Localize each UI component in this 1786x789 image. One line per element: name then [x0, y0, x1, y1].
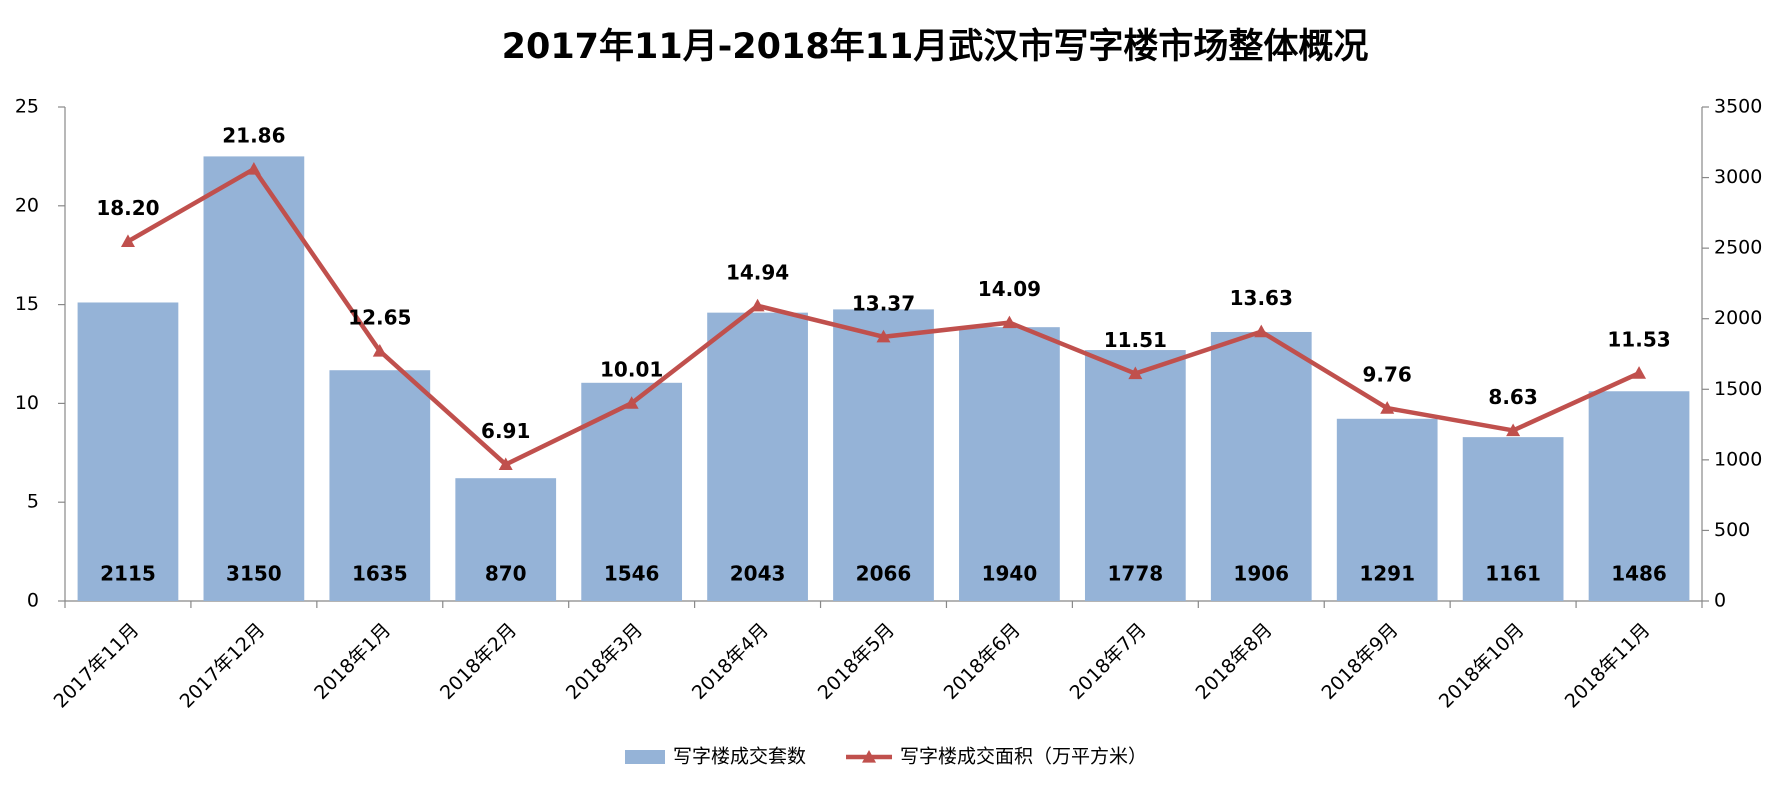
bar: [833, 309, 934, 601]
bar: [1462, 437, 1564, 601]
x-tick-label: 2018年8月: [1192, 619, 1277, 704]
x-tick-label: 2018年11月: [1561, 619, 1655, 713]
x-tick-label: 2018年1月: [310, 619, 395, 704]
bar: [1336, 418, 1438, 601]
bar-label: 2115: [100, 562, 156, 586]
x-tick-label: 2018年9月: [1317, 619, 1402, 704]
x-tick-label: 2018年10月: [1435, 619, 1529, 713]
line-marker: [876, 329, 891, 343]
bar-label: 1291: [1359, 562, 1415, 586]
line-marker: [750, 298, 765, 312]
bar-label: 1906: [1233, 562, 1289, 586]
y2-tick-label: 3500: [1714, 96, 1762, 118]
y2-tick-label: 3000: [1714, 166, 1762, 188]
bar: [959, 327, 1060, 601]
line-marker: [1002, 315, 1017, 329]
chart-title: 2017年11月-2018年11月武汉市写字楼市场整体概况: [502, 27, 1369, 67]
y2-tick-label: 0: [1714, 590, 1726, 612]
line-label: 6.91: [481, 419, 530, 443]
line-label: 9.76: [1363, 363, 1412, 387]
y-tick-label: 25: [15, 96, 39, 118]
line-marker: [498, 457, 513, 471]
bar-label: 1940: [982, 562, 1038, 586]
y2-tick-label: 1500: [1714, 378, 1762, 400]
line-label: 11.53: [1607, 328, 1670, 352]
line-marker: [624, 396, 639, 409]
line-label: 14.09: [978, 277, 1041, 301]
x-tick-label: 2018年6月: [940, 619, 1025, 704]
line-marker: [372, 344, 387, 357]
line-marker: [120, 234, 135, 247]
line-label: 11.51: [1104, 328, 1167, 352]
bar-label: 1778: [1108, 562, 1164, 586]
x-tick-label: 2017年12月: [176, 619, 270, 713]
y-tick-label: 15: [15, 293, 39, 315]
line-marker: [1254, 324, 1269, 338]
legend-swatch: [625, 750, 665, 764]
x-tick-label: 2018年4月: [688, 619, 773, 704]
y2-tick-label: 2000: [1714, 307, 1762, 329]
bar-label: 2066: [856, 562, 912, 586]
bar-label: 1635: [352, 562, 408, 586]
line-marker: [246, 162, 261, 175]
line-marker: [1128, 366, 1143, 380]
x-tick-label: 2018年2月: [436, 619, 521, 704]
bar: [1084, 350, 1186, 601]
line-label: 12.65: [348, 306, 411, 330]
x-tick-label: 2018年3月: [562, 619, 647, 704]
legend-label: 写字楼成交套数: [673, 746, 806, 768]
bar: [455, 478, 557, 601]
bar: [329, 370, 431, 601]
bar: [1588, 391, 1690, 601]
y2-tick-label: 1000: [1714, 448, 1762, 470]
bar: [707, 312, 808, 601]
bar-label: 1161: [1485, 562, 1541, 586]
line-label: 21.86: [222, 124, 285, 148]
line-marker: [1380, 401, 1395, 414]
bar: [77, 302, 179, 601]
line-label: 18.20: [96, 196, 159, 220]
line-marker: [1632, 366, 1647, 379]
bar: [203, 156, 305, 601]
bar-label: 2043: [730, 562, 786, 586]
line-marker: [1506, 423, 1521, 437]
line-label: 14.94: [726, 260, 789, 284]
line-label: 13.37: [852, 291, 915, 315]
y-tick-label: 20: [15, 194, 39, 216]
x-tick-label: 2018年5月: [814, 619, 899, 704]
x-tick-label: 2017年11月: [50, 619, 144, 713]
y-tick-label: 0: [27, 590, 39, 612]
line-label: 13.63: [1230, 286, 1293, 310]
legend-marker: [862, 750, 877, 763]
line-label: 10.01: [600, 358, 663, 382]
y2-tick-label: 2500: [1714, 237, 1762, 259]
bar-label: 3150: [226, 562, 282, 586]
legend-label: 写字楼成交面积（万平方米）: [900, 746, 1147, 768]
y-tick-label: 10: [15, 392, 39, 414]
y2-tick-label: 500: [1714, 519, 1750, 541]
bar-label: 1486: [1611, 562, 1667, 586]
bar: [1210, 331, 1312, 601]
bar-label: 870: [485, 562, 527, 586]
x-tick-label: 2018年7月: [1066, 619, 1151, 704]
line-label: 8.63: [1488, 385, 1537, 409]
bar-label: 1546: [604, 562, 660, 586]
y-tick-label: 5: [27, 491, 39, 513]
